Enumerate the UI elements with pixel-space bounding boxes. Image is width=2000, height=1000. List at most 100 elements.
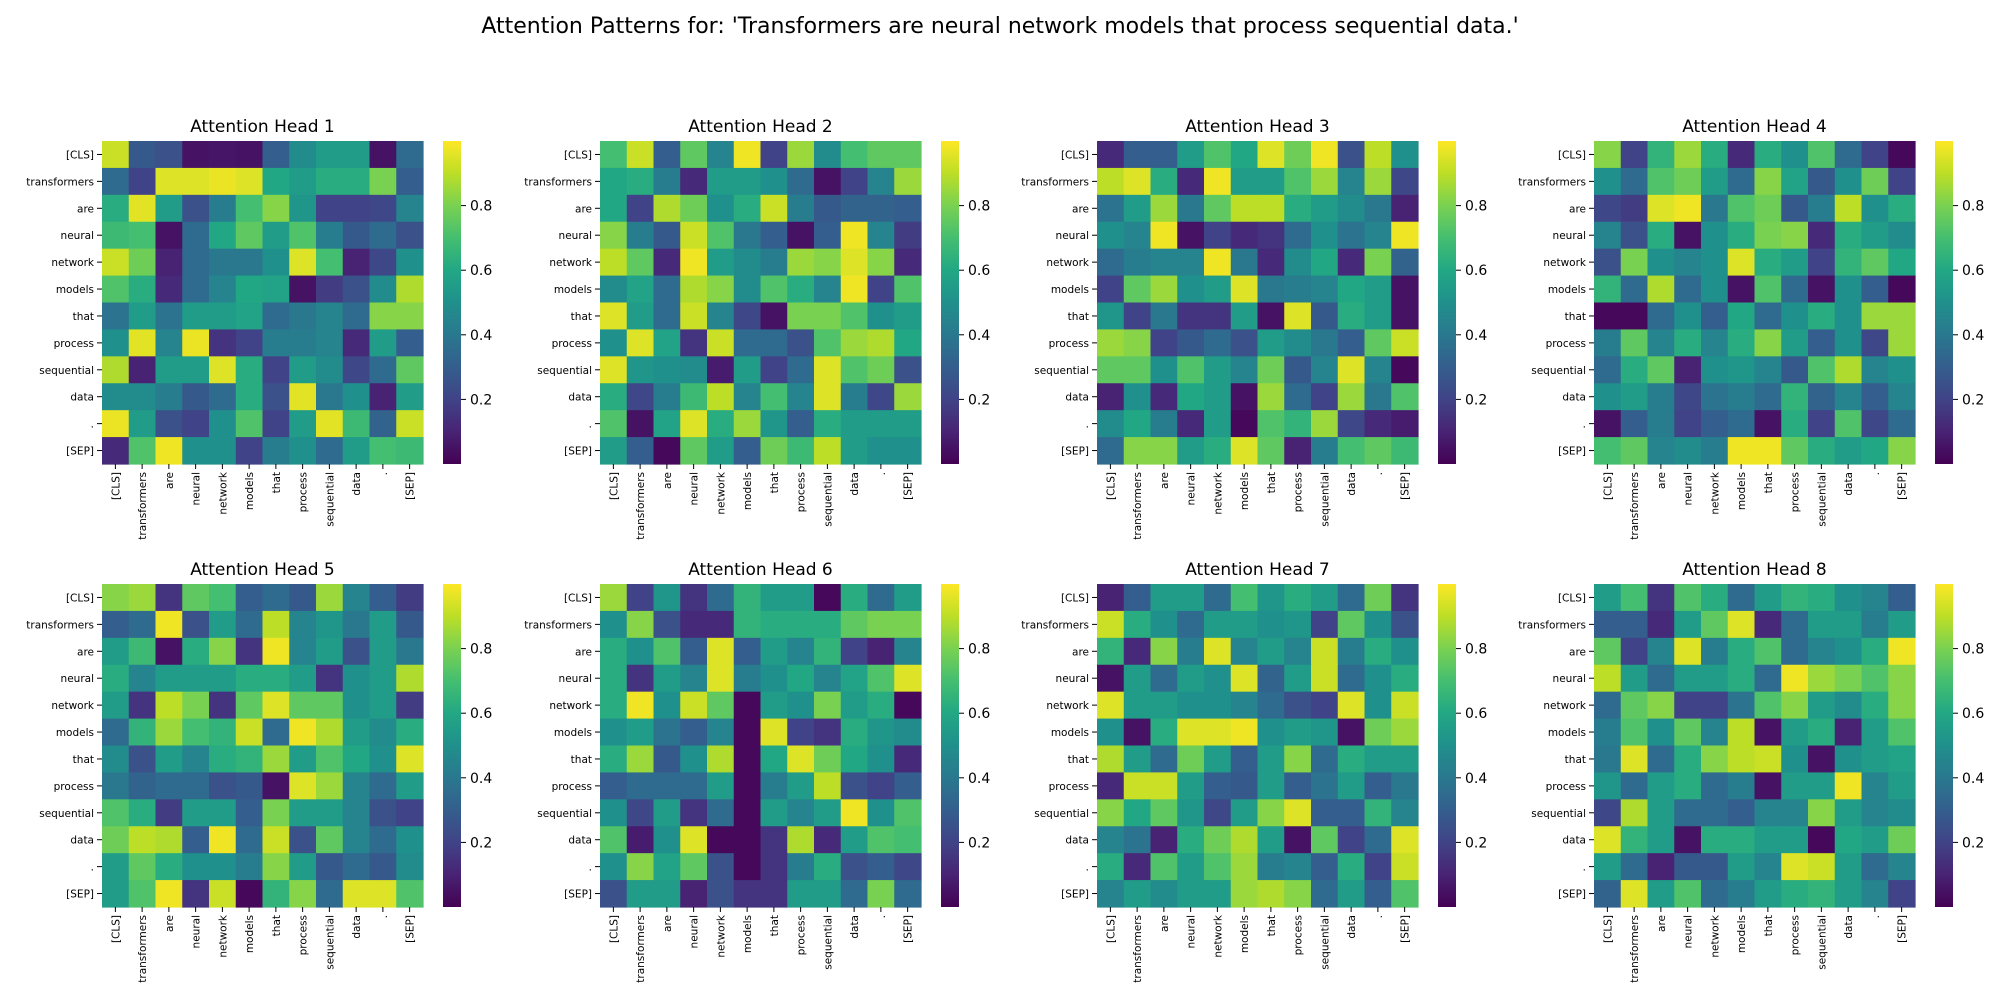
- y-tick-label: data: [1065, 835, 1089, 847]
- heatmap-cell: [1257, 718, 1285, 747]
- heatmap-cell: [1834, 275, 1863, 304]
- x-tick-label: process: [1293, 915, 1305, 955]
- heatmap-cell: [814, 275, 842, 304]
- heatmap-cell: [1701, 610, 1729, 639]
- heatmap-cell: [867, 141, 895, 169]
- heatmap-cell: [155, 691, 183, 720]
- heatmap-cell: [680, 880, 708, 908]
- heatmap-cell: [1781, 329, 1809, 357]
- heatmap-cell: [1284, 356, 1312, 384]
- heatmap-cell: [1204, 141, 1232, 169]
- heatmap-cell: [1230, 356, 1259, 384]
- heatmap-cell: [316, 356, 344, 384]
- heatmap-cell: [155, 718, 183, 747]
- heatmap-cell: [814, 637, 842, 666]
- heatmap-cell: [733, 826, 762, 854]
- heatmap-cell: [733, 718, 762, 747]
- y-tick-label: transformers: [524, 176, 592, 188]
- colorbar-tick-label: 0.4: [1465, 771, 1487, 787]
- heatmap-cell: [1888, 275, 1916, 304]
- x-tick-label: [CLS]: [1602, 472, 1614, 500]
- x-tick-label: .: [378, 915, 390, 918]
- heatmap-cell: [1204, 221, 1232, 250]
- heatmap-cell: [1230, 329, 1259, 357]
- heatmap-cell: [733, 610, 762, 639]
- heatmap-cell: [1781, 853, 1809, 881]
- heatmap-cell: [1150, 772, 1178, 800]
- heatmap-cell: [316, 167, 344, 196]
- heatmap-cell: [209, 610, 237, 639]
- heatmap-cell: [342, 356, 371, 384]
- y-tick-label: process: [552, 338, 592, 350]
- y-tick-label: sequential: [39, 365, 94, 377]
- colorbar: [941, 141, 959, 464]
- heatmap-cell: [680, 141, 708, 169]
- heatmap-cell: [209, 584, 237, 612]
- heatmap-cell: [1808, 221, 1836, 250]
- heatmap-cell: [155, 584, 183, 612]
- heatmap-cell: [653, 248, 681, 277]
- heatmap-cell: [1364, 302, 1392, 331]
- heatmap-cell: [1311, 248, 1339, 277]
- heatmap-cell: [680, 664, 708, 693]
- heatmap-cell: [102, 194, 130, 223]
- heatmap-cell: [1754, 772, 1782, 800]
- heatmap-cell: [235, 410, 264, 438]
- x-tick-label: data: [1843, 472, 1855, 496]
- y-tick-label: that: [1565, 311, 1586, 323]
- heatmap-cell: [707, 745, 735, 774]
- heatmap-cell: [1097, 584, 1125, 612]
- heatmap-cell: [894, 637, 922, 666]
- heatmap-cell: [155, 383, 183, 411]
- heatmap-cell: [1204, 853, 1232, 881]
- heatmap-cell: [626, 584, 655, 612]
- heatmap-cell: [1123, 584, 1152, 612]
- colorbar-tick-label: 0.4: [470, 771, 492, 787]
- y-tick-label: neural: [1056, 230, 1089, 242]
- y-tick-label: that: [1565, 754, 1586, 766]
- heatmap-cell: [1647, 221, 1675, 250]
- x-tick-label: sequential: [324, 472, 336, 527]
- heatmap-cell: [1754, 718, 1782, 747]
- heatmap-cell: [209, 637, 237, 666]
- heatmap-cell: [1727, 356, 1756, 384]
- heatmap-cell: [1257, 248, 1285, 277]
- heatmap-cell: [600, 664, 628, 693]
- heatmap-cell: [626, 356, 655, 384]
- heatmap-cell: [1594, 610, 1622, 639]
- heatmap-cell: [1781, 664, 1809, 693]
- heatmap-cell: [840, 584, 869, 612]
- heatmap-cell: [600, 356, 628, 384]
- heatmap-cell: [316, 772, 344, 800]
- heatmap-cell: [1727, 248, 1756, 277]
- heatmap-cell: [342, 584, 371, 612]
- heatmap-cell: [1701, 194, 1729, 223]
- heatmap-cell: [760, 718, 788, 747]
- heatmap-cell: [1204, 745, 1232, 774]
- heatmap-cell: [369, 356, 397, 384]
- heatmap-cell: [316, 248, 344, 277]
- heatmap-cell: [235, 383, 264, 411]
- heatmap-cell: [1284, 826, 1312, 854]
- heatmap-cell: [1097, 880, 1125, 908]
- heatmap-cell: [342, 329, 371, 357]
- heatmap-cell: [626, 383, 655, 411]
- heatmap-cell: [600, 826, 628, 854]
- heatmap-cell: [840, 637, 869, 666]
- heatmap-cell: [1204, 275, 1232, 304]
- heatmap-cell: [1620, 141, 1649, 169]
- heatmap-cell: [1391, 853, 1419, 881]
- heatmap-cell: [1701, 799, 1729, 827]
- heatmap-cell: [787, 248, 815, 277]
- heatmap-cell: [653, 664, 681, 693]
- heatmap-cell: [653, 221, 681, 250]
- heatmap-cell: [1097, 637, 1125, 666]
- heatmap-cell: [342, 799, 371, 827]
- heatmap-cell: [1727, 718, 1756, 747]
- heatmap-cell: [1620, 194, 1649, 223]
- heatmap-cell: [155, 610, 183, 639]
- heatmap-cell: [102, 383, 130, 411]
- heatmap-cell: [867, 383, 895, 411]
- heatmap-cell: [1781, 637, 1809, 666]
- heatmap-cell: [1674, 584, 1702, 612]
